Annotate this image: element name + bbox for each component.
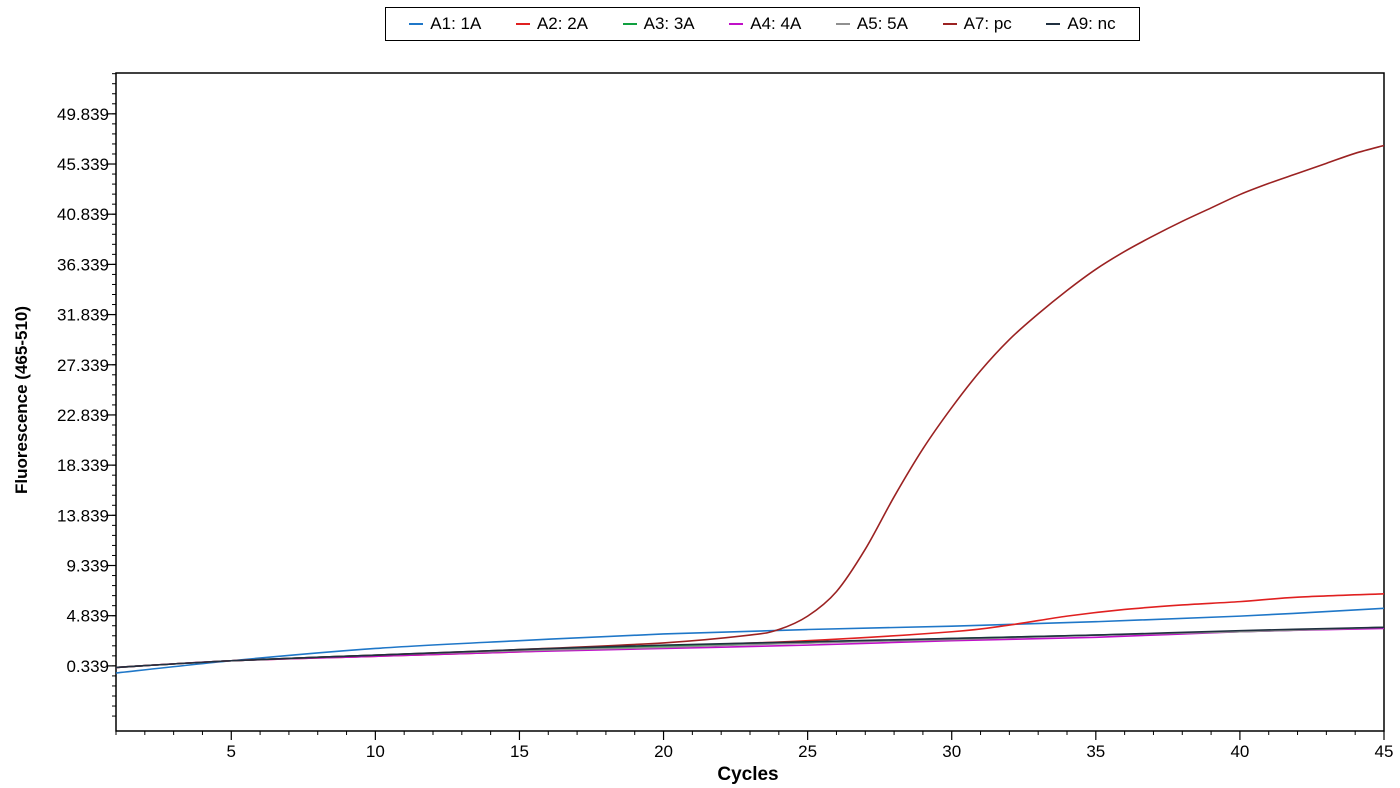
legend-item: A4: 4A [729,14,801,34]
y-tick-label: 13.839 [57,506,109,525]
axis-ticks: 0.339 4.839 9.339 13.839 18.339 22.839 27.339 3… [57,73,1394,761]
x-tick-label: 45 [1375,742,1394,761]
y-tick-label: 36.339 [57,255,109,274]
x-tick-label: 15 [510,742,529,761]
x-tick-label: 10 [366,742,385,761]
legend-item: A3: 3A [622,14,695,34]
legend-swatch [942,23,957,25]
legend-item: A9: nc [1046,14,1116,34]
series-line-6 [115,626,1385,669]
x-tick-label: 40 [1230,742,1249,761]
legend-swatch [729,23,744,25]
series-line-0 [115,607,1385,674]
plot-frame [115,72,1385,732]
y-tick-label: 9.339 [66,557,109,576]
y-tick-label: 27.339 [57,356,109,375]
legend-item: A7: pc [942,14,1012,34]
x-tick-label: 25 [798,742,817,761]
legend-label: A4: 4A [750,14,802,33]
x-axis-label: Cycles [717,764,779,785]
x-tick-label: 30 [942,742,961,761]
y-tick-label: 18.339 [57,456,109,475]
legend-label: A3: 3A [643,14,695,33]
legend-swatch [1046,23,1061,25]
y-tick-label: 22.839 [57,406,109,425]
legend-item: A2: 2A [515,14,588,34]
legend-item: A5: 5A [835,14,908,34]
y-axis-label: Fluorescence (465-510) [12,305,31,495]
y-tick-label: 45.339 [57,155,109,174]
x-tick-label: 5 [227,742,236,761]
legend-swatch [835,23,850,25]
legend-label: A2: 2A [536,14,588,33]
y-tick-label: 49.839 [57,105,109,124]
legend-swatch [409,23,424,25]
y-tick-label: 4.839 [66,607,109,626]
legend-label: A7: pc [963,14,1012,33]
chart-legend: A1: 1A A2: 2A A3: 3A A4: 4A A5: 5A A7: pc A9: … [385,7,1140,41]
series-lines [115,144,1385,674]
legend-label: A9: nc [1067,14,1116,33]
x-tick-label: 35 [1086,742,1105,761]
legend-swatch [622,23,637,25]
legend-swatch [515,23,530,25]
legend-item: A1: 1A [409,14,481,34]
y-tick-label: 31.839 [57,306,109,325]
y-tick-label: 0.339 [66,657,109,676]
legend-label: A1: 1A [430,14,482,33]
x-tick-label: 20 [654,742,673,761]
y-tick-label: 40.839 [57,205,109,224]
legend-label: A5: 5A [856,14,908,33]
